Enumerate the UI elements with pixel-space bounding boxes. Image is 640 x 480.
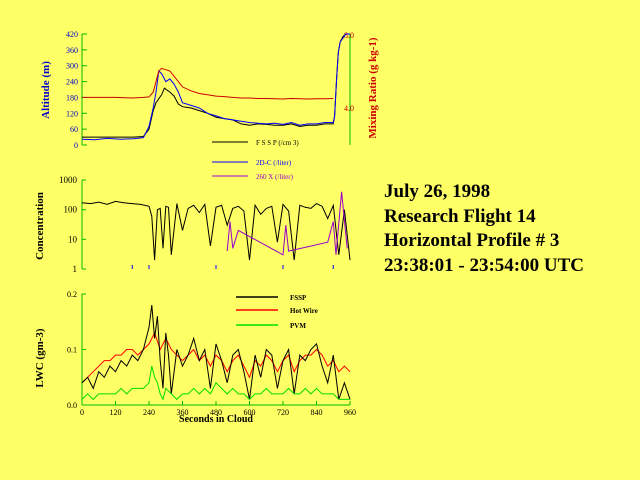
altitude-tick-label: 360 bbox=[66, 46, 78, 55]
concentration-tick-label: 10 bbox=[68, 234, 78, 244]
concentration-tick-label: 100 bbox=[64, 205, 78, 215]
altitude-tick-label: 0 bbox=[74, 141, 78, 150]
altitude-tick-label: 60 bbox=[70, 125, 78, 134]
altitude-tick-label: 240 bbox=[66, 78, 78, 87]
lwc-tick-label: 0.0 bbox=[67, 401, 77, 410]
concentration-axis-label: Concentration bbox=[34, 192, 46, 260]
altitude-tick-label: 180 bbox=[66, 93, 78, 102]
panel1-series-line-0 bbox=[82, 33, 350, 138]
flight-date: July 26, 1998 bbox=[384, 181, 491, 202]
panel1-legend-entry: 260 X (/liter) bbox=[256, 173, 294, 181]
lwc-tick-label: 0.1 bbox=[67, 346, 77, 355]
panel3-legend-entry: FSSP bbox=[290, 294, 307, 302]
panel1-series-line-2 bbox=[82, 67, 334, 100]
flight-number: Research Flight 14 bbox=[384, 205, 536, 227]
concentration-tick-label: 1000 bbox=[59, 175, 78, 185]
panel3-series-line-1 bbox=[81, 331, 351, 384]
lwc-axis-label: LWC (gm-3) bbox=[34, 328, 46, 388]
panel3-legend-entry: PVM bbox=[290, 322, 306, 330]
panel2-series-line-0 bbox=[81, 200, 351, 261]
time-tick-label: 600 bbox=[244, 408, 256, 417]
panel2-series-line-2 bbox=[226, 191, 348, 256]
altitude-axis-label: Altitude (m) bbox=[40, 61, 52, 119]
time-tick-label: 720 bbox=[277, 408, 289, 417]
panel1-legend-entry: 2D-C (/liter) bbox=[256, 159, 292, 167]
mixing-axis-label: Mixing Ratio (g kg-1) bbox=[367, 37, 379, 138]
time-range: 23:38:01 - 23:54:00 UTC bbox=[384, 254, 585, 276]
altitude-tick-label: 300 bbox=[66, 62, 78, 71]
panel3-series-line-0 bbox=[81, 305, 351, 400]
time-tick-label: 960 bbox=[344, 408, 356, 417]
time-tick-label: 840 bbox=[311, 408, 323, 417]
altitude-tick-label: 120 bbox=[66, 109, 78, 118]
flight-info: July 26, 1998 Research Flight 14 Horizon… bbox=[384, 180, 584, 278]
mixing-tick-label: 8.0 bbox=[344, 31, 354, 40]
time-tick-label: 360 bbox=[177, 408, 189, 417]
altitude-tick-label: 420 bbox=[66, 30, 78, 39]
mixing-tick-label: 4.0 bbox=[344, 104, 354, 113]
time-axis-label: Seconds in Cloud bbox=[179, 414, 253, 425]
panel3-legend-entry: Hot Wire bbox=[290, 307, 318, 315]
panel1-legend-entry: F S S P (/cm 3) bbox=[256, 139, 299, 147]
panel1-series-line-1 bbox=[81, 33, 350, 141]
panel3-series-line-2 bbox=[81, 365, 350, 401]
time-tick-label: 0 bbox=[80, 408, 84, 417]
lwc-tick-label: 0.2 bbox=[67, 290, 77, 299]
time-tick-label: 480 bbox=[210, 408, 222, 417]
time-tick-label: 120 bbox=[110, 408, 122, 417]
profile-number: Horizontal Profile # 3 bbox=[384, 230, 560, 251]
time-tick-label: 240 bbox=[143, 408, 155, 417]
concentration-tick-label: 1 bbox=[73, 264, 78, 274]
